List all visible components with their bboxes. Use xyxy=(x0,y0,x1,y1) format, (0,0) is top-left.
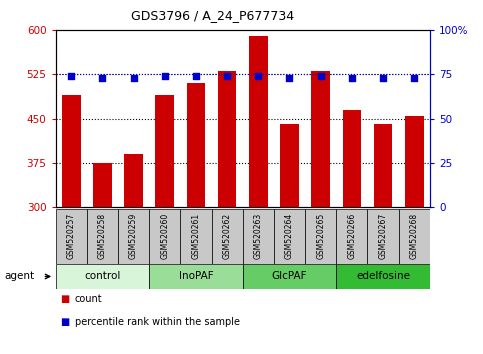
Bar xyxy=(374,125,392,207)
Bar xyxy=(56,264,149,289)
Point xyxy=(129,75,137,81)
Bar xyxy=(342,110,361,207)
Text: GSM520257: GSM520257 xyxy=(67,213,76,259)
Bar xyxy=(156,95,174,207)
Text: GSM520258: GSM520258 xyxy=(98,213,107,259)
Text: count: count xyxy=(75,294,102,304)
Text: edelfosine: edelfosine xyxy=(356,272,410,281)
Text: GSM520265: GSM520265 xyxy=(316,213,325,259)
Text: GSM520263: GSM520263 xyxy=(254,213,263,259)
Point xyxy=(192,73,200,79)
Bar xyxy=(336,264,430,289)
Bar xyxy=(87,209,118,264)
Bar xyxy=(93,163,112,207)
Text: ■: ■ xyxy=(60,294,70,304)
Point xyxy=(285,75,293,81)
Text: GSM520262: GSM520262 xyxy=(223,213,232,259)
Text: ■: ■ xyxy=(60,317,70,327)
Point xyxy=(99,75,106,81)
Bar xyxy=(336,209,368,264)
Bar xyxy=(312,72,330,207)
Bar xyxy=(305,209,336,264)
Text: GSM520267: GSM520267 xyxy=(379,213,387,259)
Bar xyxy=(242,209,274,264)
Point xyxy=(161,73,169,79)
Bar xyxy=(180,209,212,264)
Bar xyxy=(274,209,305,264)
Bar xyxy=(118,209,149,264)
Bar xyxy=(405,116,424,207)
Text: GDS3796 / A_24_P677734: GDS3796 / A_24_P677734 xyxy=(131,9,294,22)
Point xyxy=(255,73,262,79)
Text: agent: agent xyxy=(5,272,35,281)
Text: InoPAF: InoPAF xyxy=(179,272,213,281)
Point xyxy=(348,75,356,81)
Bar xyxy=(149,264,242,289)
Bar xyxy=(186,83,205,207)
Bar xyxy=(56,209,87,264)
Text: percentile rank within the sample: percentile rank within the sample xyxy=(75,317,240,327)
Point xyxy=(67,73,75,79)
Bar xyxy=(218,72,237,207)
Point xyxy=(317,73,325,79)
Text: GSM520260: GSM520260 xyxy=(160,213,169,259)
Bar xyxy=(398,209,430,264)
Bar xyxy=(280,125,299,207)
Bar xyxy=(249,36,268,207)
Text: GSM520266: GSM520266 xyxy=(347,213,356,259)
Bar xyxy=(212,209,242,264)
Point xyxy=(411,75,418,81)
Text: control: control xyxy=(84,272,121,281)
Text: GSM520264: GSM520264 xyxy=(285,213,294,259)
Bar xyxy=(62,95,81,207)
Bar xyxy=(149,209,180,264)
Text: GSM520268: GSM520268 xyxy=(410,213,419,259)
Bar xyxy=(368,209,398,264)
Bar xyxy=(124,154,143,207)
Point xyxy=(223,73,231,79)
Text: GSM520259: GSM520259 xyxy=(129,213,138,259)
Bar xyxy=(242,264,336,289)
Point xyxy=(379,75,387,81)
Text: GlcPAF: GlcPAF xyxy=(272,272,307,281)
Text: GSM520261: GSM520261 xyxy=(191,213,200,259)
